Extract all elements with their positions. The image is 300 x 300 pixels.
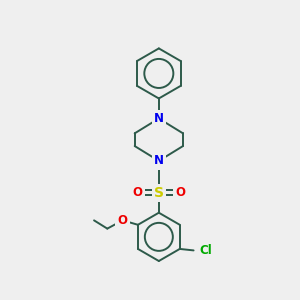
Text: N: N (154, 112, 164, 125)
Text: Cl: Cl (200, 244, 212, 257)
Text: S: S (154, 186, 164, 200)
Text: O: O (118, 214, 128, 227)
Text: N: N (154, 154, 164, 167)
Text: O: O (133, 186, 142, 199)
Text: O: O (175, 186, 185, 199)
